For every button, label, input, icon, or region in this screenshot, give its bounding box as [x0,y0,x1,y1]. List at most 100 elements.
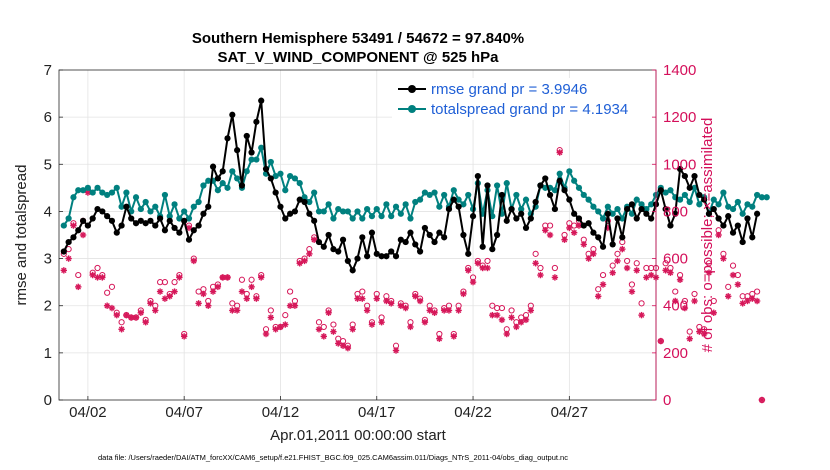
series-point-rmse [494,231,501,239]
obs-assimilated-marker [412,293,419,300]
obs-possible-marker [633,260,640,267]
obs-assimilated-marker [585,255,592,262]
series-point-rmse [691,172,698,180]
obs-possible-marker [248,276,255,283]
series-point-totalspread [378,213,385,220]
series-point-rmse [595,234,602,241]
obs-possible-marker [710,297,717,305]
obs-assimilated-marker [84,189,92,196]
obs-possible-marker [508,307,515,314]
series-point-totalspread [142,198,149,206]
obs-assimilated-marker [522,316,530,324]
obs-possible-marker [537,264,544,272]
series-point-rmse [368,229,376,236]
obs-assimilated-marker [195,300,202,307]
series-point-totalspread [301,194,308,201]
obs-possible-marker [614,250,621,257]
series-point-totalspread [392,203,400,210]
obs-assimilated-marker [556,149,563,156]
obs-possible-marker [315,319,323,326]
obs-assimilated-marker [450,333,457,340]
obs-possible-marker [94,264,101,272]
obs-possible-marker [725,283,732,290]
obs-assimilated-marker [580,241,587,248]
obs-assimilated-marker [214,283,222,291]
obs-assimilated-marker [176,274,183,281]
y-axis-left: 0 1 2 3 4 5 6 7 [44,62,63,409]
series-point-totalspread [171,201,178,208]
series-point-totalspread [426,191,433,199]
series-point-rmse [128,215,135,222]
y-tick-label-left: 0 [44,392,52,409]
obs-assimilated-marker [282,321,289,328]
series-point-totalspread [272,172,279,180]
series-point-totalspread [619,215,626,222]
series-point-totalspread [243,168,250,175]
series-point-totalspread [691,184,698,191]
series-point-rmse [282,215,289,222]
x-tick-label: 04/27 [551,404,589,421]
series-point-rmse [431,238,438,246]
obs-assimilated-marker [561,236,568,243]
obs-assimilated-marker [744,297,751,305]
series-point-totalspread [368,213,376,220]
obs-assimilated-marker [200,290,207,298]
series-point-rmse [513,215,520,222]
series-point-totalspread [397,210,404,217]
obs-assimilated-marker [662,267,669,274]
series-point-rmse [633,215,640,222]
series-point-totalspread [306,198,313,206]
series-point-rmse [253,118,260,125]
obs-assimilated-marker [647,271,655,279]
series-point-rmse [267,175,274,182]
obs-assimilated-marker [335,340,342,347]
series-point-rmse [479,243,486,250]
series-point-rmse [609,241,616,248]
series-point-rmse [344,257,351,265]
obs-assimilated-marker [681,304,689,312]
series-point-totalspread [725,203,732,210]
series-point-totalspread [412,198,419,206]
x-tick-label: 04/07 [165,404,203,421]
series-point-rmse [296,196,303,203]
series-point-totalspread [190,203,197,210]
obs-assimilated-marker [344,344,352,352]
series-point-totalspread [402,201,409,208]
obs-assimilated-marker [277,323,284,331]
obs-assimilated-marker [272,326,279,333]
obs-assimilated-marker [99,274,106,281]
obs-assimilated-marker [725,293,732,300]
obs-possible-marker [229,300,236,307]
series-point-rmse [214,175,221,182]
obs-possible-marker [628,281,636,288]
series-point-totalspread [513,191,520,199]
obs-assimilated-marker [739,300,746,307]
obs-possible-marker [267,307,274,314]
obs-assimilated-marker [489,311,496,319]
x-tick-label: 04/12 [262,404,300,421]
footer-data-file: data file: /Users/raeder/DAI/ATM_forcXX/… [98,453,568,462]
series-point-totalspread [763,194,770,201]
obs-assimilated-marker [60,267,68,274]
series-point-rmse [272,189,279,196]
series-point-rmse [725,213,732,220]
obs-assimilated-marker [734,281,742,288]
series-point-totalspread [720,189,727,196]
series-point-rmse [546,191,554,199]
series-point-totalspread [633,196,640,203]
obs-possible-marker [489,302,496,309]
obs-assimilated-marker [258,274,265,281]
y-tick-label-left: 5 [44,156,52,173]
obs-assimilated-marker [402,304,409,312]
series-point-totalspread [229,168,236,175]
series-point-totalspread [70,194,77,201]
obs-assimilated-marker [103,302,111,309]
series-point-rmse [489,246,496,253]
obs-assimilated-marker [638,311,645,319]
series-point-rmse [330,246,337,253]
series-point-rmse [436,229,443,236]
series-point-rmse [508,205,515,213]
obs-assimilated-marker [595,293,602,300]
series-point-totalspread [335,205,342,213]
series-point-totalspread [436,203,443,210]
